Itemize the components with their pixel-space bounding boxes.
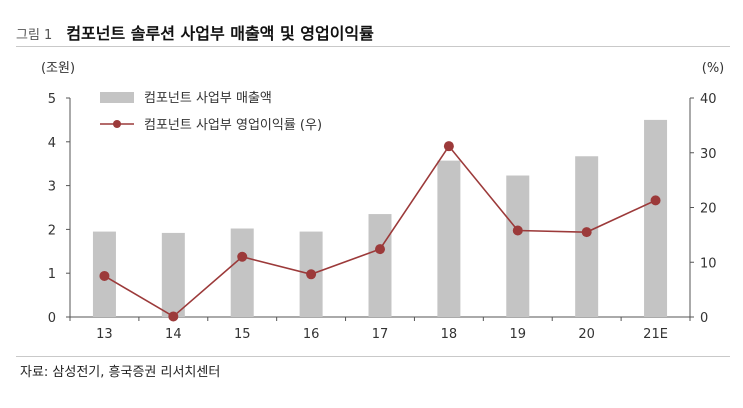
revenue-bar <box>230 228 254 317</box>
x-tick-label: 14 <box>165 327 182 342</box>
margin-line-series <box>99 141 661 322</box>
margin-point <box>306 269 317 280</box>
revenue-bars <box>92 119 668 318</box>
right-tick-label: 40 <box>700 92 717 107</box>
margin-point <box>512 225 523 236</box>
footer-divider <box>16 356 730 357</box>
figure-label: 그림 1 <box>16 28 53 43</box>
right-tick-label: 30 <box>700 147 717 162</box>
left-tick-label: 1 <box>48 267 56 282</box>
figure-header: 그림 1 컴포넌트 솔루션 사업부 매출액 및 영업이익률 <box>16 20 374 44</box>
left-tick-label: 2 <box>48 223 56 238</box>
right-axis-ticks: 0 10 20 30 40 <box>690 92 717 326</box>
left-tick-label: 4 <box>48 136 56 151</box>
x-tick-label: 13 <box>96 327 113 342</box>
margin-point <box>237 251 248 262</box>
legend: 컴포넌트 사업부 매출액 컴포넌트 사업부 영업이익률 (우) <box>100 91 322 133</box>
x-tick-label: 18 <box>441 327 458 342</box>
x-axis: 13 14 15 16 17 18 19 20 21E <box>69 316 691 342</box>
margin-point <box>375 244 385 255</box>
legend-line-label: 컴포넌트 사업부 영업이익률 (우) <box>144 118 322 133</box>
legend-line-marker <box>113 120 121 128</box>
revenue-bar <box>644 119 668 318</box>
legend-bar-label: 컴포넌트 사업부 매출액 <box>144 91 272 106</box>
margin-point <box>581 227 592 238</box>
left-axis: (조원) 0 1 2 3 4 5 <box>41 61 75 326</box>
x-tick-label: 19 <box>510 327 527 342</box>
left-axis-ticks: 0 1 2 3 4 5 <box>48 92 70 326</box>
right-axis-unit: (%) <box>702 61 725 76</box>
margin-point <box>650 195 661 206</box>
right-axis: (%) 0 10 20 30 40 <box>689 61 725 326</box>
legend-bar-swatch <box>100 92 134 103</box>
right-tick-label: 10 <box>700 256 717 271</box>
left-axis-unit: (조원) <box>41 61 75 76</box>
x-axis-ticks: 13 14 15 16 17 18 19 20 21E <box>69 317 691 342</box>
left-tick-label: 0 <box>48 311 56 326</box>
header-divider <box>16 46 730 47</box>
source-note: 자료: 삼성전기, 흥국증권 리서치센터 <box>20 365 221 380</box>
margin-point <box>99 270 110 281</box>
left-tick-label: 5 <box>48 92 56 107</box>
figure-title: 컴포넌트 솔루션 사업부 매출액 및 영업이익률 <box>66 24 374 43</box>
x-tick-label: 21E <box>643 327 668 342</box>
right-tick-label: 20 <box>700 202 717 217</box>
right-tick-label: 0 <box>700 311 708 326</box>
margin-point <box>168 311 179 322</box>
x-tick-label: 15 <box>234 327 251 342</box>
x-tick-label: 20 <box>578 327 595 342</box>
margin-point <box>443 141 454 152</box>
x-tick-label: 16 <box>303 327 320 342</box>
revenue-bar <box>506 175 530 317</box>
x-tick-label: 17 <box>372 327 389 342</box>
revenue-bar <box>437 160 461 317</box>
revenue-bar <box>161 232 185 317</box>
left-tick-label: 3 <box>48 180 56 195</box>
revenue-bar <box>368 214 392 317</box>
